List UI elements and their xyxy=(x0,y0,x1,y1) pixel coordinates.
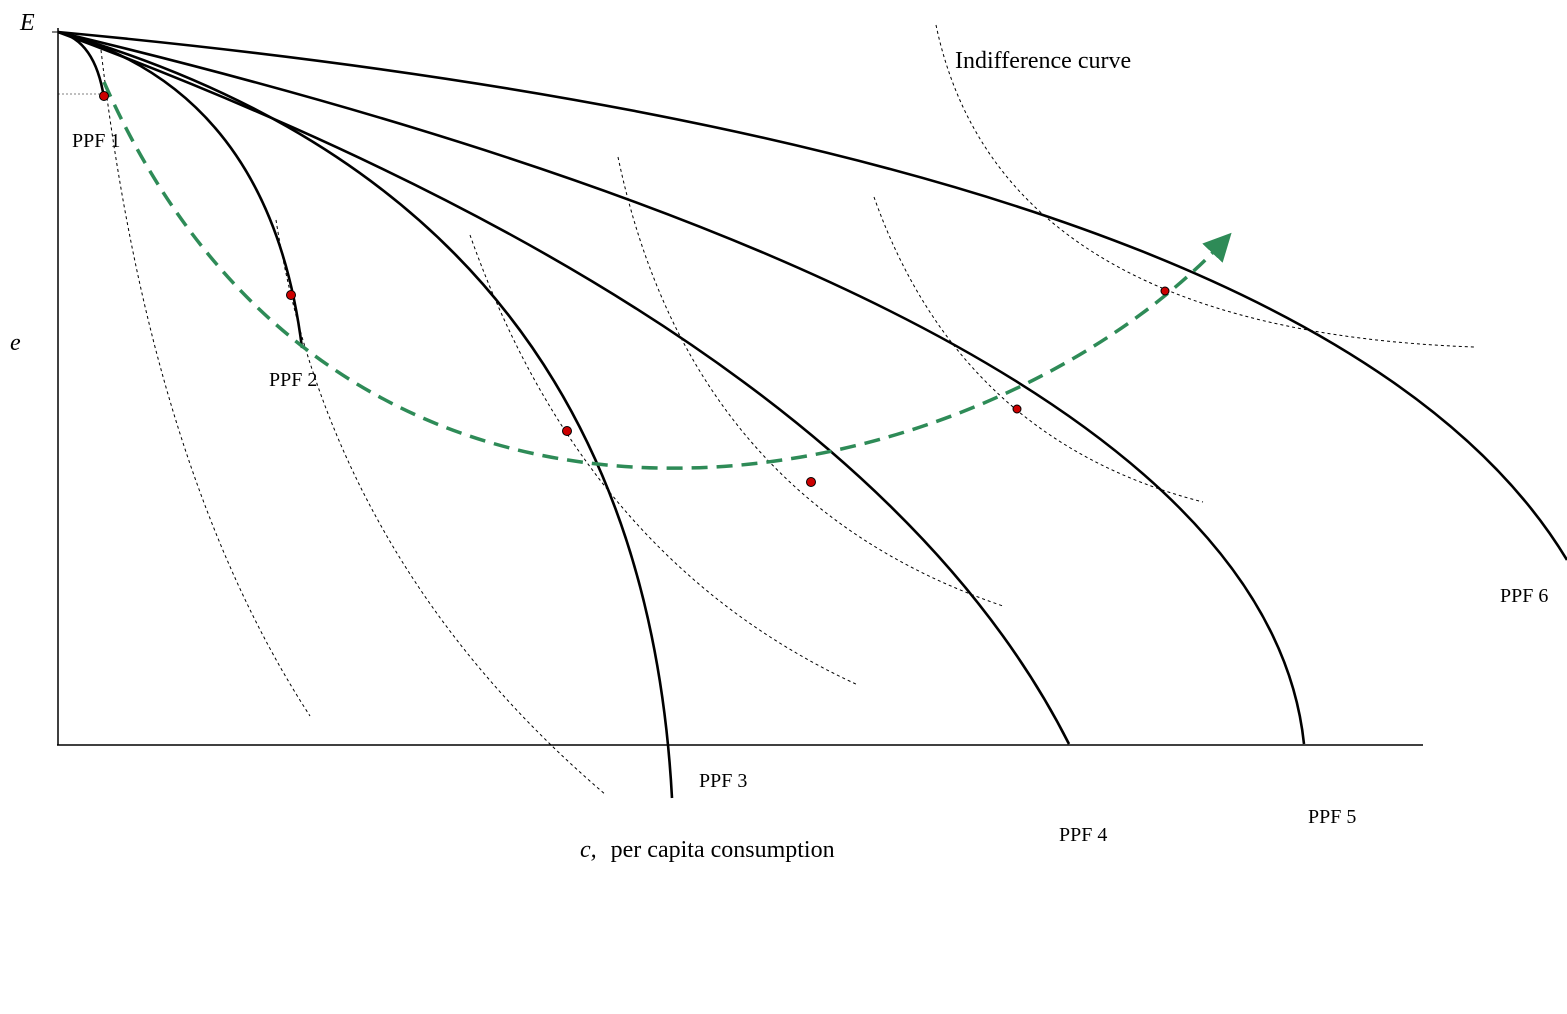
y-axis-label: e xyxy=(10,330,21,356)
indifference-curve-5 xyxy=(873,196,1204,503)
y-axis-top-label: E xyxy=(19,10,35,36)
ppf-curve-4 xyxy=(57,30,1071,745)
ppf-curve-5 xyxy=(57,30,1306,745)
indifference-curve-label: Indifference curve xyxy=(955,48,1131,74)
tangency-point-3 xyxy=(562,426,572,436)
tangency-point-6 xyxy=(1160,286,1170,296)
ppf2-label: PPF 2 xyxy=(269,369,317,391)
ppf1-label: PPF 1 xyxy=(72,130,120,152)
ppf5-label: PPF 5 xyxy=(1308,806,1356,828)
indifference-curve-2 xyxy=(275,219,607,796)
ppf3-label: PPF 3 xyxy=(699,770,747,792)
ppf-curve-3 xyxy=(57,30,674,799)
tangency-point-5 xyxy=(1012,404,1022,414)
tangency-point-2 xyxy=(286,290,296,300)
ppf6-label: PPF 6 xyxy=(1500,585,1548,607)
ppf-curve-6 xyxy=(57,30,1567,561)
x-axis-description: per capita consumption xyxy=(611,837,835,863)
x-axis-variable: c, xyxy=(580,837,597,863)
indifference-curve-6 xyxy=(935,24,1475,348)
indifference-curve-1 xyxy=(100,49,311,717)
tangency-point-4 xyxy=(806,477,816,487)
expansion-path-arrow xyxy=(102,81,1232,470)
tangency-point-1 xyxy=(99,91,109,101)
ppf4-label: PPF 4 xyxy=(1059,824,1107,846)
indifference-curve-4 xyxy=(617,156,1004,607)
x-axis-title: c, per capita consumption xyxy=(580,837,835,863)
